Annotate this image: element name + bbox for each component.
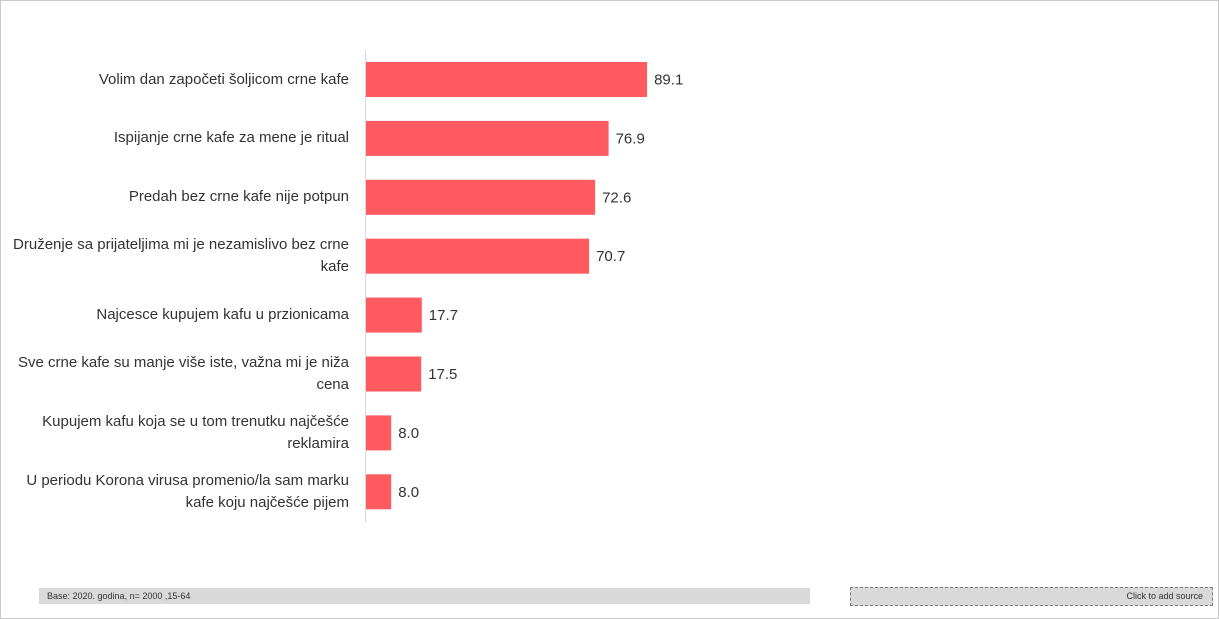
value-label-4: 70.7 <box>596 248 625 265</box>
bar-5 <box>366 297 422 333</box>
base-note: Base: 2020. godina, n= 2000 ,15-64 <box>39 588 810 604</box>
category-label-1: Volim dan započeti šoljicom crne kafe <box>98 70 349 88</box>
bars-group <box>366 62 648 510</box>
value-label-2: 76.9 <box>616 130 645 147</box>
bar-1 <box>366 62 648 97</box>
bar-8 <box>366 474 392 510</box>
value-labels-group: 89.1 76.9 72.6 70.7 17.7 17.5 8.0 8.0 <box>398 72 683 501</box>
category-label-3: Predah bez crne kafe nije potpun <box>128 188 349 206</box>
category-label-4: Druženje sa prijateljima mi je nezamisli… <box>13 236 349 276</box>
add-source-placeholder[interactable]: Click to add source <box>850 587 1213 606</box>
value-label-8: 8.0 <box>398 484 419 501</box>
category-label-2: Ispijanje crne kafe za mene je ritual <box>113 129 349 147</box>
bar-3 <box>366 179 596 215</box>
bar-7 <box>366 415 392 451</box>
category-label-6: Sve crne kafe su manje više iste, važna … <box>18 354 349 393</box>
value-label-1: 89.1 <box>654 72 683 89</box>
value-label-6: 17.5 <box>428 366 457 383</box>
value-label-5: 17.7 <box>429 307 458 324</box>
category-label-8: U periodu Korona virusa promenio/la sam … <box>26 471 349 511</box>
bar-4 <box>366 238 590 274</box>
category-label-7: Kupujem kafu koja se u tom trenutku najč… <box>42 412 349 452</box>
category-label-5: Najcesce kupujem kafu u przionicama <box>96 306 349 324</box>
bar-6 <box>366 356 422 392</box>
bar-2 <box>366 120 609 156</box>
value-label-3: 72.6 <box>602 189 631 206</box>
value-label-7: 8.0 <box>398 425 419 442</box>
